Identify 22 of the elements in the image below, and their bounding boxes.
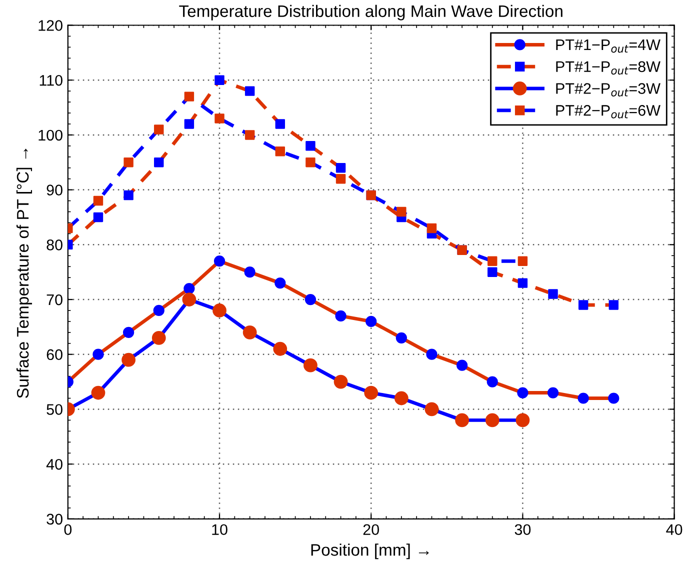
y-tick-label: 90 xyxy=(46,184,62,196)
x-tick-label: 40 xyxy=(666,524,682,536)
y-tick-label: 30 xyxy=(46,514,62,525)
x-tick-label: 20 xyxy=(363,524,379,536)
y-tick-label: 60 xyxy=(46,349,62,360)
legend-label: PT#1−P$_{out}$=4W xyxy=(556,40,660,53)
legend-label: PT#2−P$_{out}$=6W xyxy=(556,105,660,118)
legend-label: PT#1−P$_{out}$=8W xyxy=(556,61,660,75)
legend-label: PT#2−P$_{out}$=3W xyxy=(556,83,660,96)
y-tick-label: 70 xyxy=(46,294,62,306)
y-tick-label: 100 xyxy=(38,130,62,141)
y-tick-label: 50 xyxy=(46,404,62,415)
x-tick-label: 30 xyxy=(514,524,531,536)
y-tick-label: 120 xyxy=(38,20,62,31)
y-tick-label: 40 xyxy=(46,458,62,470)
chart-title: Temperature Distribution along Main Wave Direction xyxy=(179,4,562,20)
y-tick-label: 110 xyxy=(40,74,62,86)
x-tick-label: 0 xyxy=(64,524,72,536)
y-axis-title: Surface Temperature of PT [°C] → xyxy=(16,148,32,398)
x-axis-title: Position [mm] → xyxy=(311,544,429,560)
y-tick-label: 80 xyxy=(46,240,62,250)
x-tick-label: 10 xyxy=(212,524,228,536)
